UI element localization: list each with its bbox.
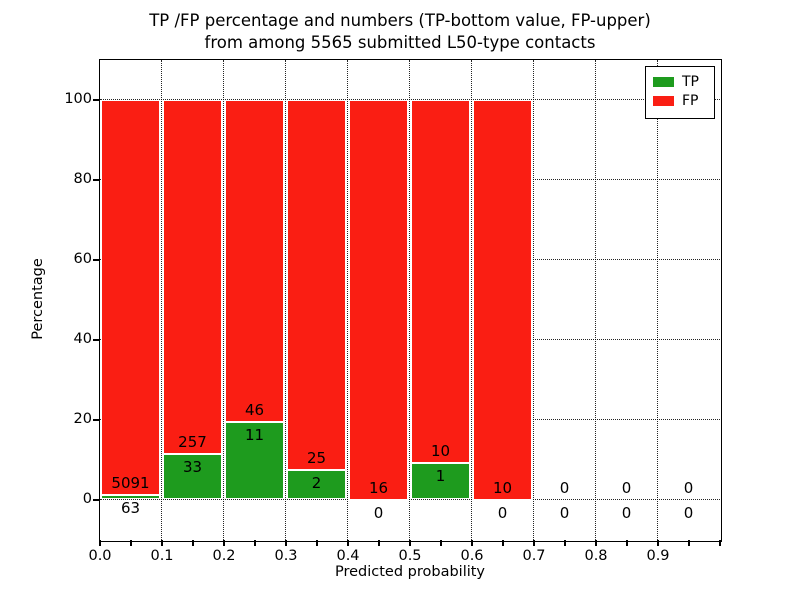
x-tick-0.60 [471,540,473,546]
annotation-fp-bin8: 0 [621,478,632,497]
x-tick-label-0.8: 0.8 [584,548,608,564]
annotation-tp-bin4: 0 [373,503,384,522]
x-tick-label-0.9: 0.9 [646,548,670,564]
annotation-tp-bin7: 0 [559,503,570,522]
y-tick-label-20: 20 [73,411,92,427]
y-tick-label-80: 80 [73,171,92,187]
x-tick-0.75 [564,540,566,546]
x-tick-0.35 [316,540,318,546]
bar-tp-bin1 [163,453,222,500]
gridline-v-0.8 [594,59,596,540]
y-tick-40 [93,339,100,341]
annotation-tp-bin0: 63 [120,498,141,517]
y-tick-label-100: 100 [64,91,92,107]
annotation-fp-bin0: 5091 [111,473,150,492]
x-tick-0.40 [347,540,349,546]
bar-fp-bin3 [287,99,346,470]
gridline-v-0.6 [470,59,472,540]
gridline-v-0.5 [408,59,410,540]
legend-entry-tp: TP [653,74,714,91]
annotation-fp-bin4: 16 [368,478,389,497]
tp-legend-label: TP [682,74,699,90]
annotation-tp-bin5: 1 [435,467,446,486]
tp-color-swatch [653,77,674,87]
x-tick-label-0.1: 0.1 [150,548,174,564]
annotation-tp-bin9: 0 [683,503,694,522]
bar-fp-bin5 [411,99,470,464]
legend-entry-fp: FP [653,93,714,110]
gridline-v-0.7 [532,59,534,540]
annotation-fp-bin3: 25 [306,448,327,467]
annotation-fp-bin2: 46 [244,401,265,420]
x-tick-0.25 [254,540,256,546]
x-tick-label-0.6: 0.6 [460,548,484,564]
bar-fp-bin6 [473,99,532,500]
x-tick-label-0.0: 0.0 [88,548,112,564]
gridline-v-0.9 [656,59,658,540]
annotation-tp-bin1: 33 [182,457,203,476]
x-tick-0.50 [409,540,411,546]
gridline-v-0.1 [160,59,162,540]
x-tick-0.55 [440,540,442,546]
x-tick-0.05 [130,540,132,546]
x-tick-0.65 [502,540,504,546]
bar-tp-bin5 [411,463,470,500]
annotation-tp-bin2: 11 [244,426,265,445]
x-tick-0.10 [161,540,163,546]
chart-title-line-2: from among 5565 submitted L50-type conta… [204,33,596,52]
bar-fp-bin2 [225,99,284,423]
y-tick-20 [93,419,100,421]
x-tick-0.20 [223,540,225,546]
annotation-tp-bin8: 0 [621,503,632,522]
x-tick-0.70 [533,540,535,546]
y-tick-label-40: 40 [73,331,92,347]
annotation-tp-bin3: 2 [311,473,322,492]
x-tick-0.45 [378,540,380,546]
y-tick-80 [93,179,100,181]
fp-legend-label: FP [682,93,699,109]
gridline-v-0.3 [284,59,286,540]
annotation-fp-bin5: 10 [430,442,451,461]
x-tick-label-0.4: 0.4 [336,548,360,564]
plot-area: 5091 63 257 33 46 11 25 2 16 0 10 1 10 0 0 0 0 0 0 0 [98,58,722,542]
y-tick-60 [93,259,100,261]
x-tick-0.95 [688,540,690,546]
x-tick-label-0.7: 0.7 [522,548,546,564]
x-tick-0.30 [285,540,287,546]
x-axis-label: Predicted probability [334,564,486,580]
y-tick-label-60: 60 [73,251,92,267]
y-tick-100 [93,99,100,101]
x-tick-label-0.3: 0.3 [274,548,298,564]
chart-title: TP /FP percentage and numbers (TP-bottom… [0,10,800,54]
x-tick-0.85 [626,540,628,546]
annotation-fp-bin7: 0 [559,478,570,497]
x-tick-0.00 [99,540,101,546]
x-tick-0.90 [657,540,659,546]
bar-tp-bin2 [225,422,284,500]
x-tick-label-0.2: 0.2 [212,548,236,564]
annotation-tp-bin6: 0 [497,503,508,522]
bar-fp-bin1 [163,99,222,454]
fp-color-swatch [653,96,674,106]
gridline-v-0.4 [346,59,348,540]
chart-title-line-1: TP /FP percentage and numbers (TP-bottom… [149,11,651,30]
annotation-fp-bin9: 0 [683,478,694,497]
x-tick-1.00 [719,540,721,546]
annotation-fp-bin1: 257 [178,432,207,451]
y-tick-0 [93,499,100,501]
x-tick-label-0.5: 0.5 [398,548,422,564]
bar-fp-bin0 [101,99,160,495]
legend: TP FP [645,65,715,119]
y-tick-label-0: 0 [82,491,92,507]
y-axis-label: Percentage [30,258,46,340]
x-tick-0.15 [192,540,194,546]
bar-tp-bin0 [101,494,160,500]
x-tick-0.80 [595,540,597,546]
gridline-v-0.2 [222,59,224,540]
annotation-fp-bin6: 10 [492,478,513,497]
bar-fp-bin4 [349,99,408,500]
bar-tp-bin3 [287,469,346,500]
